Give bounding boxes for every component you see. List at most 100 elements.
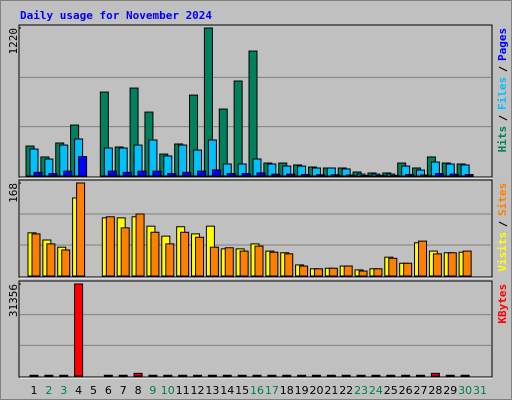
- x-tick-label: 12: [191, 384, 205, 397]
- bar: [148, 139, 158, 177]
- bar: [233, 80, 243, 177]
- bar: [31, 233, 41, 277]
- bar: [239, 250, 249, 277]
- bar: [44, 374, 54, 377]
- legend-separator: [498, 221, 508, 227]
- bar: [282, 374, 292, 377]
- bar: [313, 268, 323, 277]
- x-tick-label: 26: [399, 384, 413, 397]
- bar: [284, 253, 294, 277]
- bar: [76, 182, 86, 277]
- bar: [148, 374, 158, 377]
- x-tick-label: 25: [384, 384, 398, 397]
- bar: [390, 174, 400, 177]
- legend: Pages Files Hits: [496, 28, 509, 153]
- x-tick-label: 31: [473, 384, 487, 397]
- bar: [118, 374, 128, 377]
- bar: [271, 173, 281, 177]
- bar: [464, 174, 474, 177]
- legend-separator: [498, 66, 508, 72]
- x-tick-label: 20: [309, 384, 323, 397]
- legend-label: Sites: [496, 183, 509, 216]
- bar: [33, 171, 43, 177]
- x-tick-label: 4: [75, 384, 82, 397]
- x-tick-label: 28: [428, 384, 442, 397]
- legend-label: Hits: [496, 126, 509, 152]
- x-tick-label: 1: [31, 384, 38, 397]
- bar: [224, 247, 234, 277]
- bar: [105, 216, 115, 277]
- x-tick-label: 27: [414, 384, 428, 397]
- bar: [299, 265, 309, 277]
- bar: [434, 173, 444, 177]
- x-tick-label: 19: [295, 384, 309, 397]
- bar: [29, 374, 39, 377]
- bar: [405, 174, 415, 177]
- x-tick-label: 7: [120, 384, 127, 397]
- bar: [256, 172, 266, 177]
- x-tick-label: 21: [324, 384, 338, 397]
- bar: [178, 144, 188, 177]
- bar: [345, 174, 355, 177]
- bar: [222, 374, 232, 377]
- bar: [241, 173, 251, 177]
- bar: [48, 173, 58, 177]
- bar: [343, 265, 353, 277]
- x-tick-label: 15: [235, 384, 249, 397]
- bar: [254, 245, 264, 277]
- bar: [195, 236, 205, 277]
- bar: [328, 267, 338, 277]
- bar: [401, 374, 411, 377]
- bar: [375, 174, 385, 177]
- legend-label: KBytes: [496, 284, 509, 324]
- panel: [18, 280, 493, 378]
- bar: [167, 173, 177, 177]
- bar: [286, 173, 296, 177]
- bar: [165, 243, 175, 277]
- bar: [301, 174, 311, 177]
- bar: [197, 170, 207, 177]
- x-tick-label: 8: [135, 384, 142, 397]
- bar: [248, 50, 258, 177]
- x-tick-label: 3: [60, 384, 67, 397]
- bar: [226, 173, 236, 177]
- x-tick-label: 9: [149, 384, 156, 397]
- x-tick-label: 16: [250, 384, 264, 397]
- x-tick-label: 18: [280, 384, 294, 397]
- bar: [311, 374, 321, 377]
- x-tick-label: 11: [176, 384, 190, 397]
- bar: [74, 283, 84, 377]
- bar: [341, 374, 351, 377]
- bar: [107, 170, 117, 177]
- y-tick-label: 31356: [7, 284, 20, 317]
- x-tick-label: 6: [105, 384, 112, 397]
- y-tick-label: 1220: [7, 28, 20, 55]
- chart-title: Daily usage for November 2024: [20, 9, 212, 22]
- bar: [449, 173, 459, 177]
- bar: [135, 213, 145, 277]
- bar: [432, 253, 442, 277]
- x-tick-label: 29: [443, 384, 457, 397]
- bar: [297, 374, 307, 377]
- x-tick-label: 30: [458, 384, 472, 397]
- x-tick-label: 17: [265, 384, 279, 397]
- bar: [330, 174, 340, 177]
- x-tick-label: 22: [339, 384, 353, 397]
- bar: [269, 251, 279, 277]
- bar: [211, 169, 221, 177]
- bar: [207, 374, 217, 377]
- bar: [103, 374, 113, 377]
- legend-label: Visits: [496, 232, 509, 272]
- bar: [133, 372, 143, 377]
- legend-separator: [498, 115, 508, 121]
- bar: [460, 374, 470, 377]
- x-tick-label: 2: [45, 384, 52, 397]
- bar: [152, 170, 162, 177]
- bar: [447, 252, 457, 277]
- bar: [371, 374, 381, 377]
- bar: [61, 249, 71, 277]
- legend: KBytes: [496, 284, 509, 324]
- bar: [78, 156, 88, 177]
- bar: [430, 372, 440, 377]
